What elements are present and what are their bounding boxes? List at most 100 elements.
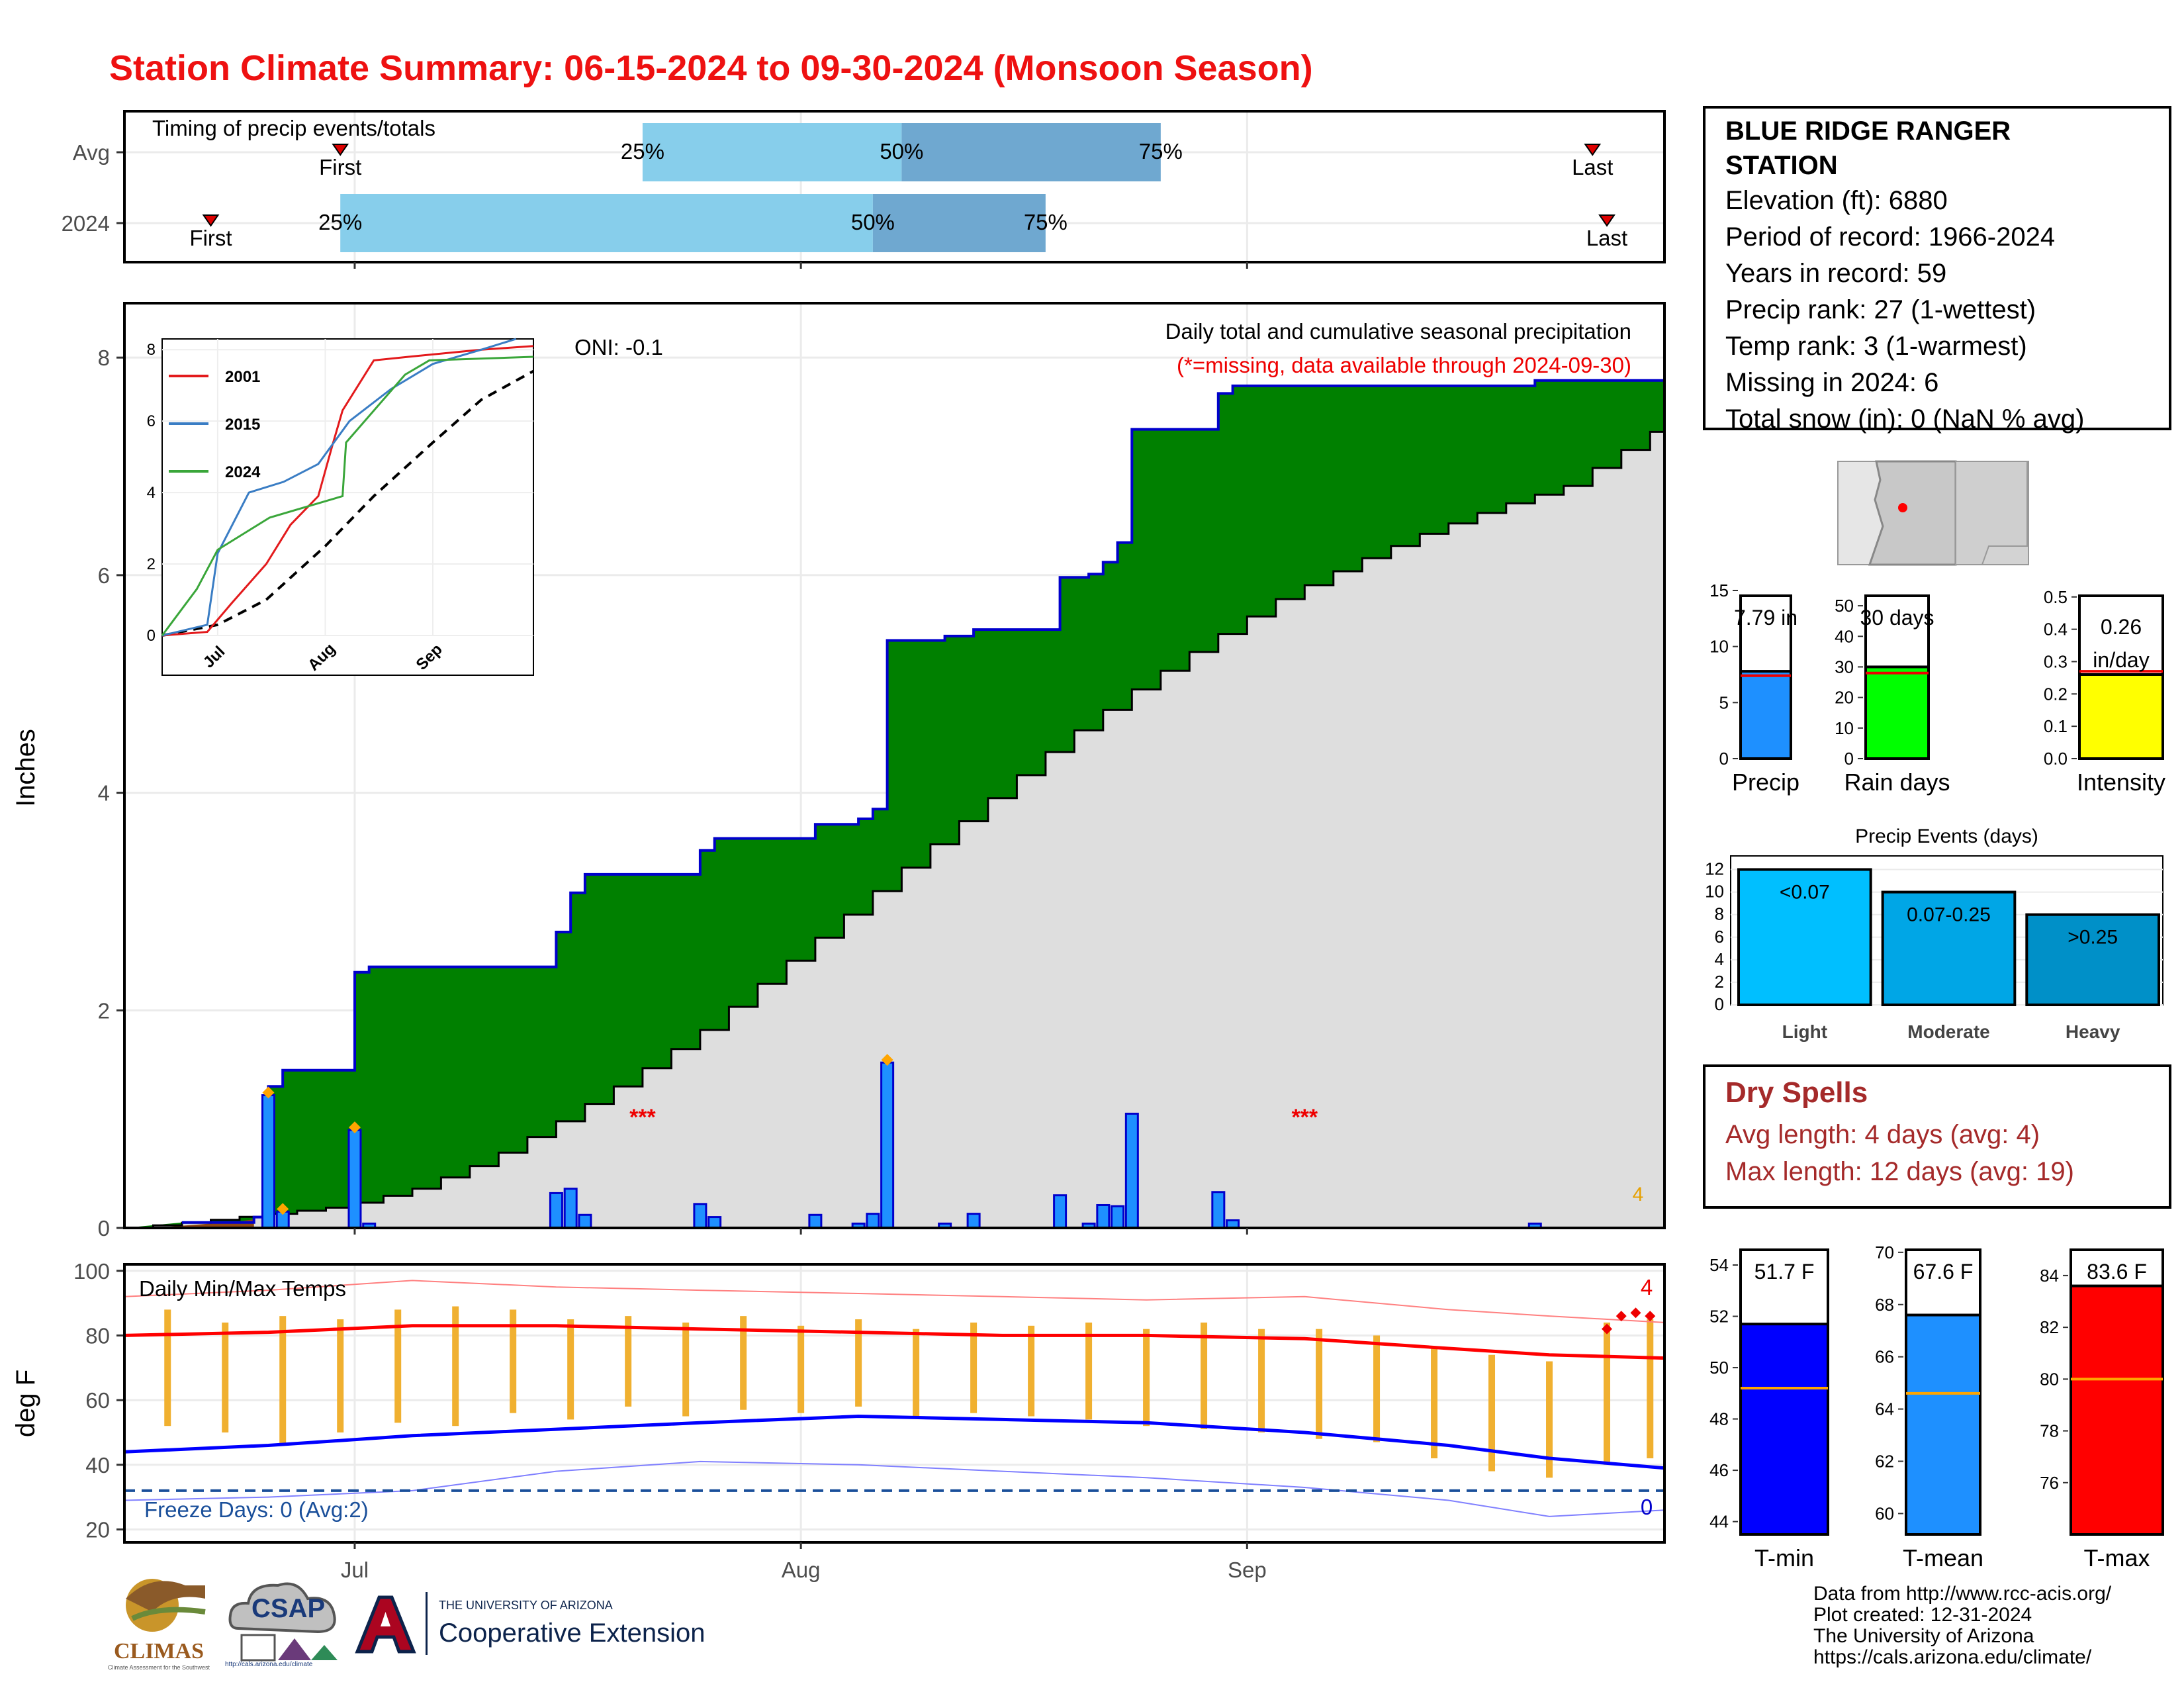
timing-label-last: Last (1572, 155, 1613, 179)
daily-temp-range-bar (1316, 1329, 1323, 1439)
logo-csap: CSAP http://cals.arizona.edu/climate (225, 1575, 344, 1675)
hot-day-marker (1602, 1323, 1613, 1335)
summary-rain-days-y-tick-label: 20 (1835, 688, 1854, 708)
ua-block-a-icon (355, 1595, 416, 1654)
hot-day-marker (1645, 1311, 1656, 1322)
missing-data-marker: *** (1291, 1105, 1318, 1130)
tsummary-t-max-y-tick-label: 76 (2040, 1473, 2059, 1493)
tsummary-t-max-y-tick-label: 84 (2040, 1266, 2059, 1286)
daily-temp-range-bar (1201, 1322, 1208, 1430)
timing-label-q75: 75% (1024, 210, 1068, 234)
daily-temp-range-bar (1546, 1361, 1553, 1478)
timing-panel-border (123, 110, 1666, 263)
summary-precip-value-bar (1739, 670, 1792, 760)
missing-count-label: 4 (1633, 1184, 1644, 1205)
events-y-tick-label: 4 (1715, 949, 1724, 969)
tsummary-t-mean-axis-label: T-mean (1903, 1544, 1983, 1571)
daily-temp-range-bar (279, 1316, 287, 1446)
summary-rain-days-y-tick-label: 50 (1835, 596, 1854, 616)
daily-temp-range-bar (1373, 1335, 1381, 1442)
climas-subtext: Climate Assessment for the Southwest (107, 1664, 210, 1671)
hot-day-marker (1615, 1311, 1627, 1322)
daily-precip-bar (880, 1061, 895, 1229)
credit-university: The University of Arizona (1813, 1625, 2034, 1647)
daily-temp-range-bar (740, 1316, 747, 1410)
inset-avg-line (161, 369, 534, 637)
csap-url: http://cals.arizona.edu/climate (225, 1661, 313, 1668)
station-info-box: BLUE RIDGE RANGER STATION Elevation (ft)… (1703, 106, 2171, 434)
station-name: BLUE RIDGE RANGER STATION (1725, 117, 2011, 180)
inset-y-tick-label: 4 (147, 484, 156, 502)
precip-y-tick-label: 6 (98, 563, 110, 588)
temps-y-tick-label: 80 (85, 1323, 110, 1348)
tsummary-t-mean-y-tick-label: 68 (1875, 1295, 1894, 1315)
daily-temp-range-bar (913, 1329, 920, 1417)
daily-temp-range-bar (1431, 1348, 1438, 1459)
events-y-tick-label: 6 (1715, 927, 1724, 947)
tsummary-t-max-value-bar (2070, 1284, 2164, 1536)
station-location-dot (1898, 503, 1907, 512)
daily-temp-range-bar (452, 1306, 459, 1427)
timing-marker-last (1584, 144, 1602, 156)
timing-marker-first (202, 214, 220, 227)
avg-max-temp-line (124, 1324, 1665, 1360)
dry-spells-max: Max length: 12 days (avg: 19) (1725, 1157, 2074, 1186)
inset-legend-label: 2015 (225, 416, 260, 434)
main-charts: 25% 50% 75% First Last Avg 25% 50% 75% First Last 2… (11, 110, 1666, 1582)
daily-precip-bar (1124, 1112, 1139, 1229)
cumulative-2024-line (182, 379, 1664, 1224)
summary-intensity-y-tick-label: 0.1 (2044, 716, 2068, 736)
daily-temp-range-bar (1085, 1322, 1093, 1420)
high-precip-marker (262, 1086, 275, 1099)
events-bar-moderate (1881, 890, 2017, 1006)
inset-y-tick-label: 2 (147, 555, 156, 573)
station-snow: Total snow (in): 0 (NaN % avg) (1725, 404, 2085, 434)
high-precip-marker (881, 1054, 893, 1066)
timing-marker-last (1598, 214, 1615, 227)
station-missing: Missing in 2024: 6 (1725, 368, 1939, 397)
station-temp-rank: Temp rank: 3 (1-warmest) (1725, 332, 2027, 361)
daily-precip-bar (1053, 1194, 1068, 1229)
tsummary-t-min-y-tick-label: 52 (1709, 1307, 1729, 1327)
precip-y-tick-label: 2 (98, 998, 110, 1023)
daily-precip-bar (1096, 1203, 1111, 1229)
station-elevation: Elevation (ft): 6880 (1725, 186, 1948, 215)
tsummary-t-min-y-tick-label: 50 (1709, 1358, 1729, 1378)
precip-panel-border (123, 302, 1666, 1229)
events-y-tick-label: 0 (1715, 994, 1724, 1014)
dry-spells-title: Dry Spells (1725, 1076, 1868, 1109)
daily-precip-bar (347, 1129, 362, 1229)
csap-cloud-icon (228, 1582, 338, 1662)
timing-bar-q25-q50 (642, 123, 902, 181)
daily-temp-range-bar (1258, 1329, 1265, 1432)
ua-divider (426, 1592, 428, 1655)
daily-precip-bar (1111, 1205, 1125, 1229)
timing-label-q50: 50% (880, 139, 923, 164)
daily-precip-bar (966, 1213, 981, 1229)
precip-y-tick-label: 8 (98, 346, 110, 370)
daily-temp-range-bar (567, 1319, 574, 1420)
locator-map (1837, 460, 2029, 566)
tsummary-t-mean-y-tick-label: 62 (1875, 1452, 1894, 1472)
timing-label-first: First (319, 155, 361, 179)
events-bar-label: >0.25 (2068, 927, 2118, 949)
daily-temp-range-bar (1604, 1322, 1611, 1465)
summary-rain-days-y-tick-label: 10 (1835, 718, 1854, 738)
temps-y-tick-label: 20 (85, 1517, 110, 1542)
daily-precip-bar (563, 1188, 578, 1229)
events-category-label: Heavy (2066, 1021, 2120, 1042)
daily-temp-range-bar (164, 1309, 171, 1427)
ua-line1: THE UNIVERSITY OF ARIZONA (439, 1599, 613, 1612)
tsummary-t-mean-y-tick-label: 66 (1875, 1347, 1894, 1367)
credit-created: Plot created: 12-31-2024 (1813, 1604, 2032, 1626)
high-precip-marker (277, 1203, 289, 1215)
dry-spells-avg: Avg length: 4 days (avg: 4) (1725, 1120, 2040, 1149)
daily-temp-range-bar (797, 1325, 805, 1413)
climas-emblem-icon (126, 1579, 206, 1632)
cumulative-surplus-area (124, 380, 1664, 1229)
daily-precip-bar (693, 1203, 707, 1229)
oni-label: ONI: -0.1 (574, 335, 663, 359)
tsummary-t-mean-y-tick-label: 70 (1875, 1243, 1894, 1262)
daily-temp-range-bar (1028, 1325, 1035, 1417)
